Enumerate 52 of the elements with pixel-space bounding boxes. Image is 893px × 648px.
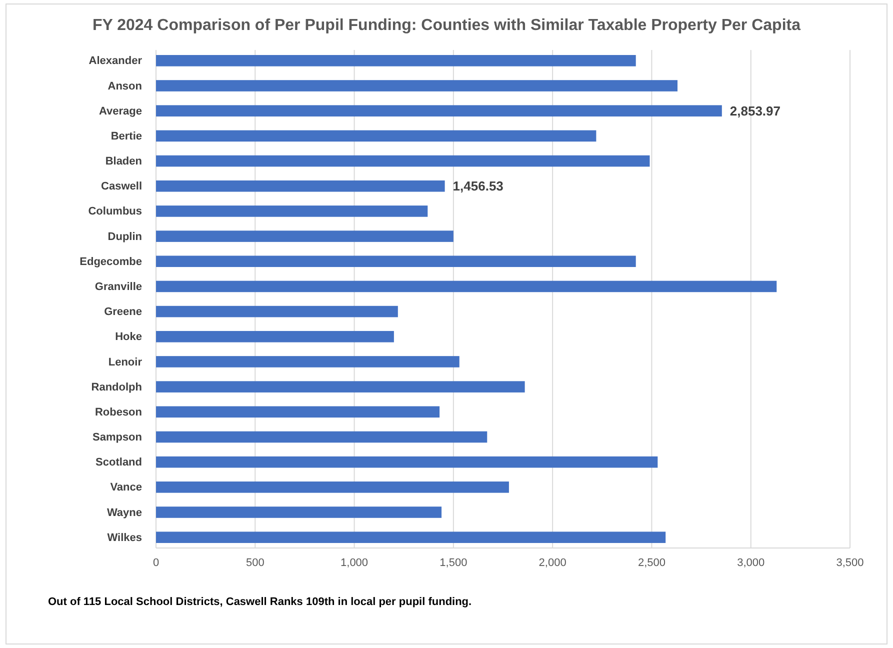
y-tick-label: Hoke	[115, 331, 142, 344]
y-tick-label: Edgecombe	[80, 256, 142, 268]
bar	[156, 80, 678, 92]
y-tick-label: Scotland	[96, 456, 142, 469]
bar	[156, 105, 722, 116]
x-tick-label: 1,500	[440, 556, 468, 569]
x-tick-label: 2,500	[638, 556, 666, 569]
x-tick-label: 3,000	[737, 556, 765, 569]
y-tick-label: Wilkes	[107, 532, 142, 544]
y-tick-label: Bladen	[105, 156, 142, 168]
bar	[156, 155, 650, 167]
y-tick-label: Randolph	[91, 381, 142, 394]
y-tick-label: Sampson	[92, 432, 142, 444]
y-tick-label: Caswell	[101, 180, 142, 193]
y-tick-label: Lenoir	[108, 356, 143, 368]
y-tick-label: Bertie	[110, 130, 142, 142]
y-tick-label: Wayne	[106, 506, 142, 519]
y-tick-label: Anson	[108, 80, 142, 92]
bar	[156, 206, 428, 217]
bar	[156, 280, 777, 292]
bar	[156, 406, 440, 418]
text: Out of 115 Local School Districts, Caswell Ranks 109th in local per pupil funding.	[48, 596, 472, 608]
data-label: 2,853.97	[730, 103, 781, 118]
bar	[156, 482, 509, 493]
x-tick-label: 500	[246, 556, 264, 569]
y-tick-label: Average	[98, 105, 142, 118]
y-tick-label: Granville	[94, 280, 142, 293]
bar	[156, 431, 488, 443]
x-tick-label: 2,000	[538, 556, 566, 569]
bar	[156, 256, 636, 268]
bar	[156, 356, 460, 368]
bar	[156, 230, 454, 242]
chart-title: FY 2024 Comparison of Per Pupil Funding: Counties with Similar Taxable Property Per Capita	[92, 17, 801, 34]
data-label: 1,456.53	[452, 178, 504, 194]
bar	[156, 381, 525, 392]
y-tick-label: Greene	[104, 306, 142, 318]
x-tick-label: 0	[152, 556, 160, 569]
bar	[156, 306, 398, 318]
bar	[156, 330, 394, 342]
y-tick-label: Vance	[110, 482, 142, 494]
y-tick-label: Columbus	[88, 206, 142, 218]
x-tick-label: 1,000	[340, 556, 368, 569]
y-tick-label: Alexander	[88, 55, 143, 68]
bar	[156, 55, 636, 66]
x-tick-label: 3,500	[836, 556, 864, 569]
bar	[156, 506, 442, 518]
y-tick-label: Duplin	[108, 230, 142, 243]
bar	[156, 130, 596, 142]
bar	[156, 532, 666, 543]
y-tick-label: Robeson	[94, 406, 142, 418]
bar	[156, 180, 445, 192]
bar	[156, 456, 658, 468]
